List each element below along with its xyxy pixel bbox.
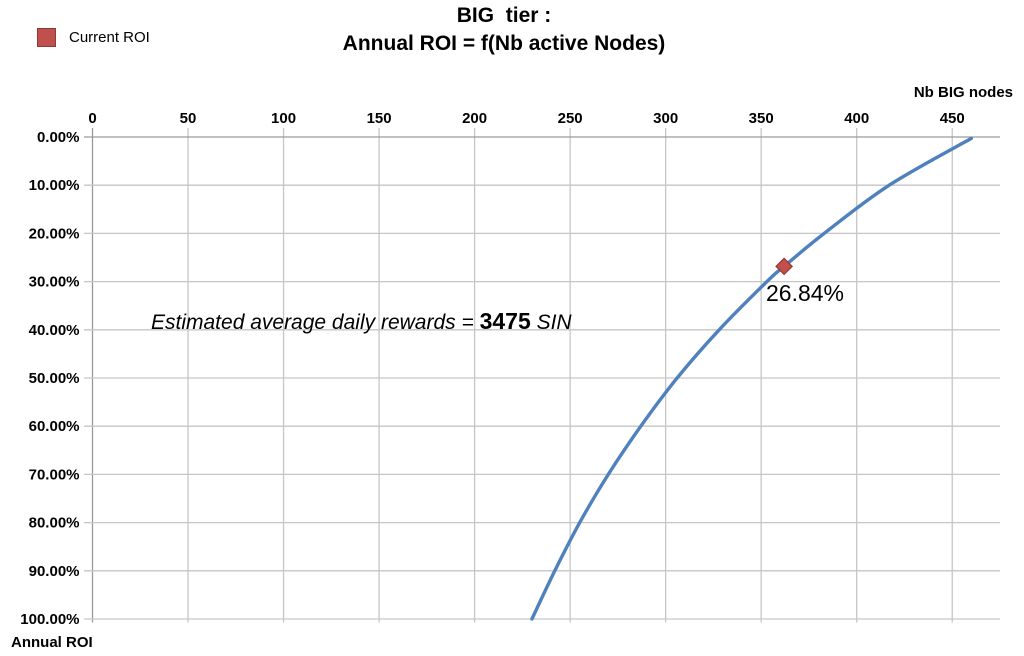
- rewards-annotation-value: 3475: [479, 308, 531, 334]
- x-tick-label: 50: [180, 110, 197, 127]
- y-tick-label: 0.00%: [37, 129, 80, 146]
- y-tick-label: 90.00%: [29, 563, 80, 580]
- rewards-annotation: Estimated average daily rewards = 3475 S…: [151, 308, 572, 335]
- y-tick-label: 40.00%: [29, 322, 80, 339]
- y-tick-label: 80.00%: [29, 515, 80, 532]
- x-tick-label: 150: [367, 110, 392, 127]
- legend-label: Current ROI: [69, 29, 150, 46]
- y-tick-label: 50.00%: [29, 370, 80, 387]
- y-tick-label: 100.00%: [20, 611, 79, 628]
- x-tick-label: 450: [940, 110, 965, 127]
- x-tick-label: 100: [271, 110, 296, 127]
- y-tick-label: 70.00%: [29, 466, 80, 483]
- rewards-annotation-prefix: Estimated average daily rewards =: [151, 311, 480, 334]
- y-tick-label: 20.00%: [29, 225, 80, 242]
- x-tick-label: 0: [88, 110, 96, 127]
- chart-title-line1: BIG tier :: [456, 4, 552, 27]
- y-tick-label: 30.00%: [29, 274, 80, 291]
- legend: Current ROI: [37, 28, 150, 47]
- roi-curve-line: [530, 136, 973, 621]
- chart-title: BIG tier : Annual ROI = f(Nb active Node…: [0, 2, 1008, 58]
- x-axis-title: Nb BIG nodes: [913, 84, 1013, 101]
- y-axis-title: Annual ROI: [11, 634, 93, 651]
- y-tick-label: 60.00%: [29, 418, 80, 435]
- current-roi-marker-point: [775, 257, 794, 276]
- x-tick-label: 300: [653, 110, 678, 127]
- y-tick-label: 10.00%: [29, 177, 80, 194]
- legend-swatch-icon: [37, 28, 56, 47]
- x-tick-label: 400: [844, 110, 869, 127]
- x-tick-label: 350: [749, 110, 774, 127]
- chart-title-line2: Annual ROI = f(Nb active Nodes): [342, 32, 666, 55]
- rewards-annotation-suffix: SIN: [530, 311, 572, 334]
- x-tick-label: 200: [462, 110, 487, 127]
- current-roi-value-label: 26.84%: [766, 280, 845, 306]
- x-tick-label: 250: [558, 110, 583, 127]
